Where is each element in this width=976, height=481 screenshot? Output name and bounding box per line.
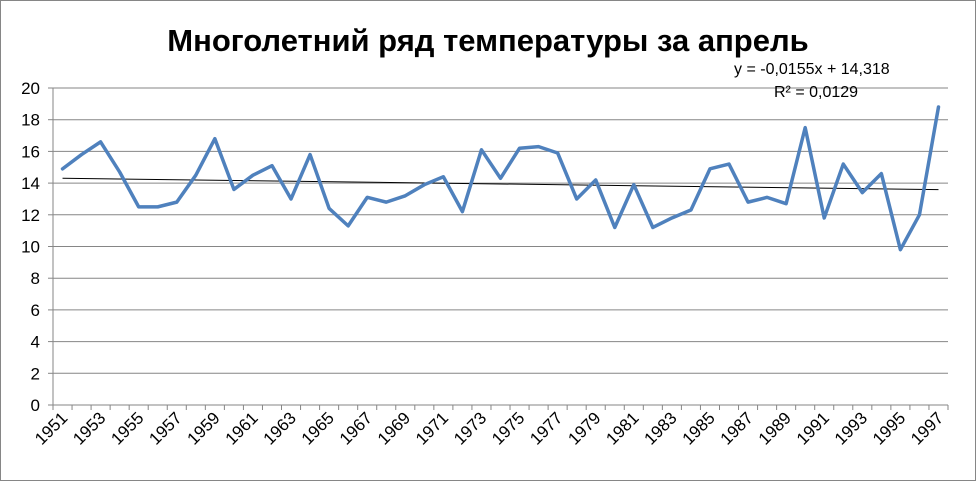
x-tick-label: 1965 <box>298 408 338 448</box>
data-point <box>232 188 235 191</box>
chart-title: Многолетний ряд температуры за апрель <box>167 23 808 58</box>
data-point <box>404 194 407 197</box>
x-tick-label: 1959 <box>184 408 224 448</box>
y-tick-label: 0 <box>31 396 40 415</box>
x-axis: 1951195319551957195919611963196519671969… <box>31 404 949 449</box>
series-line <box>60 105 941 252</box>
x-tick-label: 1961 <box>222 408 262 448</box>
x-tick-label: 1983 <box>641 408 681 448</box>
data-point <box>785 202 788 205</box>
data-point <box>251 174 254 177</box>
data-point <box>575 197 578 200</box>
x-tick-label: 1979 <box>564 408 604 448</box>
y-tick-label: 2 <box>31 364 40 383</box>
y-tick-label: 12 <box>21 206 40 225</box>
x-tick-label: 1957 <box>145 408 185 448</box>
data-point <box>461 210 464 213</box>
data-point <box>594 178 597 181</box>
data-point <box>156 205 159 208</box>
series-group <box>60 105 941 252</box>
data-point <box>689 209 692 212</box>
y-tick-label: 18 <box>21 111 40 130</box>
data-point <box>728 163 731 166</box>
data-point <box>328 207 331 210</box>
x-tick-label: 1987 <box>717 408 757 448</box>
data-point <box>899 248 902 251</box>
x-tick-label: 1969 <box>374 408 414 448</box>
y-tick-label: 6 <box>31 301 40 320</box>
data-point <box>80 153 83 156</box>
data-point <box>766 196 769 199</box>
data-point <box>270 164 273 167</box>
data-point <box>309 153 312 156</box>
data-point <box>918 213 921 216</box>
y-tick-label: 20 <box>21 79 40 98</box>
data-point <box>537 145 540 148</box>
data-point <box>861 191 864 194</box>
x-tick-label: 1955 <box>107 408 147 448</box>
data-point <box>385 201 388 204</box>
data-point <box>556 151 559 154</box>
data-point <box>213 137 216 140</box>
trendline <box>62 177 939 191</box>
data-point <box>290 197 293 200</box>
data-point <box>632 183 635 186</box>
data-point <box>613 226 616 229</box>
data-point <box>937 106 940 109</box>
x-tick-label: 1963 <box>260 408 300 448</box>
x-tick-label: 1985 <box>679 408 719 448</box>
y-tick-label: 16 <box>21 142 40 161</box>
x-tick-label: 1971 <box>412 408 452 448</box>
data-point <box>708 167 711 170</box>
data-point <box>347 224 350 227</box>
data-point <box>499 177 502 180</box>
data-point <box>480 148 483 151</box>
gridlines <box>53 87 948 406</box>
data-point <box>823 216 826 219</box>
data-point <box>747 201 750 204</box>
data-point <box>518 147 521 150</box>
x-tick-label: 1967 <box>336 408 376 448</box>
x-tick-label: 1993 <box>831 408 871 448</box>
data-point <box>442 175 445 178</box>
trendline-r2: R² = 0,0129 <box>774 84 858 101</box>
data-point <box>423 183 426 186</box>
x-tick-label: 1989 <box>755 408 795 448</box>
data-point <box>175 201 178 204</box>
y-tick-label: 4 <box>31 333 40 352</box>
data-point <box>61 167 64 170</box>
data-point <box>651 226 654 229</box>
y-tick-label: 10 <box>21 238 40 257</box>
x-tick-label: 1953 <box>69 408 109 448</box>
x-tick-label: 1995 <box>869 408 909 448</box>
data-point <box>99 140 102 143</box>
data-point <box>118 171 121 174</box>
x-tick-label: 1981 <box>602 408 642 448</box>
data-point <box>366 196 369 199</box>
y-tick-label: 8 <box>31 269 40 288</box>
x-tick-label: 1973 <box>450 408 490 448</box>
data-point <box>137 205 140 208</box>
data-point <box>880 172 883 175</box>
x-tick-label: 1997 <box>907 408 947 448</box>
trendline-group <box>62 177 939 191</box>
data-point <box>670 216 673 219</box>
data-point <box>842 163 845 166</box>
data-point <box>804 126 807 129</box>
y-tick-label: 14 <box>21 174 40 193</box>
x-tick-label: 1975 <box>488 408 528 448</box>
x-tick-label: 1991 <box>793 408 833 448</box>
data-point <box>194 174 197 177</box>
trendline-equation: y = -0,0155x + 14,318 <box>734 61 890 78</box>
y-axis: 0 2 4 6 8 10 12 14 16 18 20 <box>21 79 54 415</box>
x-tick-label: 1977 <box>526 408 566 448</box>
